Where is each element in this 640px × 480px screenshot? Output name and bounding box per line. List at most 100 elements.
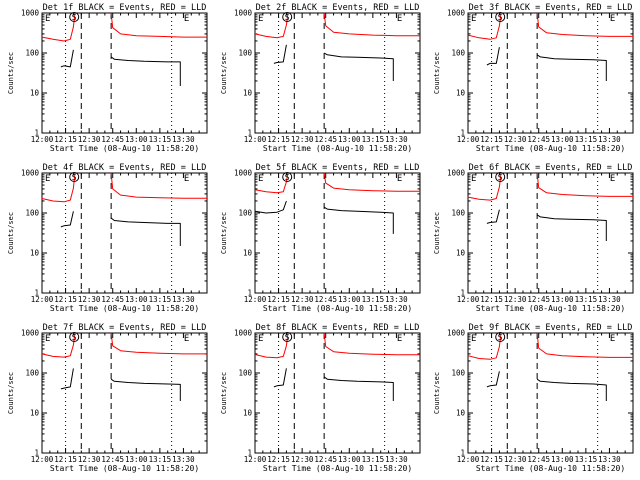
- lld-series-line: [536, 12, 633, 37]
- eclipse-marker-label: E: [471, 174, 476, 184]
- lld-series-line: [110, 332, 207, 355]
- y-tick-label: 1: [460, 289, 465, 298]
- x-tick-label: 12:45: [101, 135, 124, 144]
- saa-marker-label: S: [72, 173, 77, 182]
- eclipse-marker-label: E: [258, 14, 263, 24]
- eclipse-marker-label: E: [397, 174, 402, 184]
- events-series-line: [60, 49, 74, 68]
- x-tick-label: 12:00: [457, 295, 480, 304]
- eclipse-marker-label: E: [45, 174, 50, 184]
- eclipse-marker-label: E: [184, 334, 189, 344]
- saa-marker-circle: [282, 332, 293, 342]
- x-tick-label: 12:45: [527, 295, 550, 304]
- x-tick-label: 12:30: [504, 455, 527, 464]
- events-series-line: [273, 44, 287, 64]
- x-tick-label: 13:00: [125, 295, 148, 304]
- x-tick-label: 12:15: [54, 135, 77, 144]
- y-tick-label: 10: [243, 409, 253, 418]
- y-tick-label: 10: [30, 249, 40, 258]
- chart-panel-4: Det 4f BLACK = Events, RED = LLD Counts/s…: [7, 163, 208, 313]
- x-tick-label: 13:00: [551, 455, 574, 464]
- chart-panel-2: Det 2f BLACK = Events, RED = LLD Counts/s…: [220, 3, 421, 153]
- y-tick-label: 1: [247, 449, 252, 458]
- x-axis-label: Start Time (08-Aug-10 11:58:20): [263, 464, 412, 473]
- chart-panel-7: Det 7f BLACK = Events, RED = LLD Counts/s…: [7, 323, 208, 473]
- x-tick-label: 13:00: [125, 455, 148, 464]
- events-series-line: [536, 214, 607, 241]
- y-tick-label: 10: [30, 89, 40, 98]
- chart-title: Det 9f BLACK = Events, RED = LLD: [469, 323, 633, 333]
- chart-title: Det 1f BLACK = Events, RED = LLD: [43, 3, 207, 13]
- lld-series-line: [110, 172, 207, 199]
- chart-panel-6: Det 6f BLACK = Events, RED = LLD Counts/s…: [433, 163, 634, 313]
- x-tick-label: 12:00: [31, 455, 54, 464]
- plot-frame: [467, 12, 634, 134]
- y-axis-label: Counts/sec: [220, 212, 228, 254]
- x-tick-label: 13:30: [172, 135, 195, 144]
- x-tick-label: 12:45: [314, 455, 337, 464]
- events-series-line: [273, 368, 287, 388]
- y-tick-label: 1: [247, 289, 252, 298]
- y-axis-label: Counts/sec: [220, 52, 228, 94]
- saa-marker-label: S: [72, 333, 77, 342]
- x-tick-label: 12:45: [101, 455, 124, 464]
- eclipse-marker-label: E: [184, 174, 189, 184]
- x-axis-label: Start Time (08-Aug-10 11:58:20): [476, 304, 625, 313]
- y-axis-label: Counts/sec: [7, 212, 15, 254]
- events-series-line: [60, 368, 74, 390]
- y-tick-label: 10: [243, 89, 253, 98]
- chart-title: Det 2f BLACK = Events, RED = LLD: [256, 3, 420, 13]
- x-tick-label: 12:15: [267, 295, 290, 304]
- x-tick-label: 13:30: [172, 295, 195, 304]
- x-tick-label: 13:30: [172, 455, 195, 464]
- plot-frame: [254, 172, 421, 294]
- lld-series-line: [254, 332, 289, 359]
- y-tick-label: 1000: [447, 329, 466, 338]
- x-tick-label: 12:15: [267, 135, 290, 144]
- x-tick-label: 13:15: [149, 295, 172, 304]
- x-axis-label: Start Time (08-Aug-10 11:58:20): [263, 304, 412, 313]
- eclipse-marker-label: E: [610, 14, 615, 24]
- x-tick-label: 12:00: [244, 295, 267, 304]
- saa-marker-label: S: [72, 13, 77, 22]
- saa-marker-label: S: [498, 333, 503, 342]
- saa-marker-circle: [282, 172, 293, 182]
- plot-frame: [41, 332, 208, 454]
- chart-title: Det 6f BLACK = Events, RED = LLD: [469, 163, 633, 173]
- chart-panel-1: Det 1f BLACK = Events, RED = LLD Counts/s…: [7, 3, 208, 153]
- chart-panel-8: Det 8f BLACK = Events, RED = LLD Counts/s…: [220, 323, 421, 473]
- eclipse-marker-label: E: [184, 14, 189, 24]
- saa-marker-circle: [495, 332, 506, 342]
- y-tick-label: 100: [238, 369, 252, 378]
- saa-marker-label: S: [285, 173, 290, 182]
- x-axis-label: Start Time (08-Aug-10 11:58:20): [50, 144, 199, 153]
- lld-series-line: [323, 12, 420, 37]
- x-tick-label: 13:00: [338, 135, 361, 144]
- y-tick-label: 10: [456, 249, 466, 258]
- x-tick-label: 12:45: [314, 295, 337, 304]
- y-tick-label: 100: [451, 369, 465, 378]
- x-tick-label: 12:00: [31, 135, 54, 144]
- x-axis-label: Start Time (08-Aug-10 11:58:20): [476, 144, 625, 153]
- x-tick-label: 12:30: [291, 295, 314, 304]
- x-tick-label: 12:45: [314, 135, 337, 144]
- lld-series-line: [536, 172, 633, 197]
- x-tick-label: 12:15: [267, 455, 290, 464]
- eclipse-marker-label: E: [258, 174, 263, 184]
- plot-frame: [254, 12, 421, 134]
- x-tick-label: 12:15: [480, 455, 503, 464]
- x-tick-label: 12:30: [291, 135, 314, 144]
- y-axis-label: Counts/sec: [7, 372, 15, 414]
- events-series-line: [486, 47, 500, 66]
- y-tick-label: 1000: [21, 9, 40, 18]
- y-tick-label: 1000: [447, 169, 466, 178]
- y-axis-label: Counts/sec: [433, 52, 441, 94]
- x-axis-label: Start Time (08-Aug-10 11:58:20): [476, 464, 625, 473]
- x-tick-label: 13:00: [551, 295, 574, 304]
- x-tick-label: 13:00: [338, 295, 361, 304]
- x-tick-label: 13:15: [362, 455, 385, 464]
- x-tick-label: 13:15: [149, 135, 172, 144]
- events-series-line: [536, 378, 607, 401]
- x-axis-label: Start Time (08-Aug-10 11:58:20): [263, 144, 412, 153]
- x-tick-label: 12:30: [291, 455, 314, 464]
